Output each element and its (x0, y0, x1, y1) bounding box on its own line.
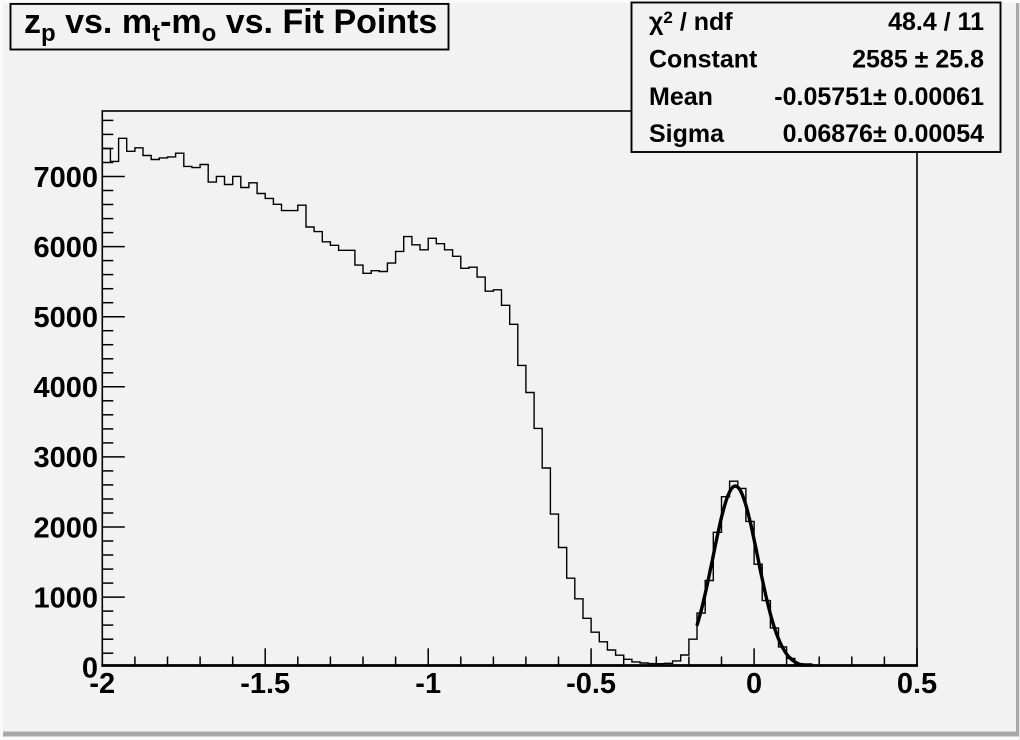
svg-text:4000: 4000 (33, 372, 98, 404)
svg-text:-1.5: -1.5 (240, 668, 290, 700)
svg-text:3000: 3000 (33, 442, 98, 474)
svg-text:Constant: Constant (649, 46, 758, 74)
svg-text:χ2 / ndf: χ2 / ndf (649, 8, 733, 36)
svg-text:48.4 / 11: 48.4 / 11 (888, 8, 984, 36)
svg-text:0: 0 (82, 653, 98, 685)
svg-text:6000: 6000 (33, 232, 98, 264)
svg-text:2000: 2000 (33, 512, 98, 544)
svg-text:-0.05751± 0.00061: -0.05751± 0.00061 (774, 83, 984, 111)
svg-text:0.06876± 0.00054: 0.06876± 0.00054 (783, 120, 985, 148)
svg-text:Sigma: Sigma (649, 120, 725, 148)
svg-text:0: 0 (746, 668, 762, 700)
svg-text:-0.5: -0.5 (566, 668, 616, 700)
svg-text:-1: -1 (415, 668, 441, 700)
svg-text:2585 ± 25.8: 2585 ± 25.8 (852, 46, 984, 74)
svg-text:7000: 7000 (33, 162, 98, 194)
svg-text:-2: -2 (89, 668, 115, 700)
svg-text:0.5: 0.5 (897, 668, 937, 700)
svg-text:Mean: Mean (649, 83, 713, 111)
svg-text:5000: 5000 (33, 302, 98, 334)
svg-text:zp vs. mt-mo vs. Fit Points: zp vs. mt-mo vs. Fit Points (24, 3, 437, 47)
svg-text:1000: 1000 (33, 582, 98, 614)
